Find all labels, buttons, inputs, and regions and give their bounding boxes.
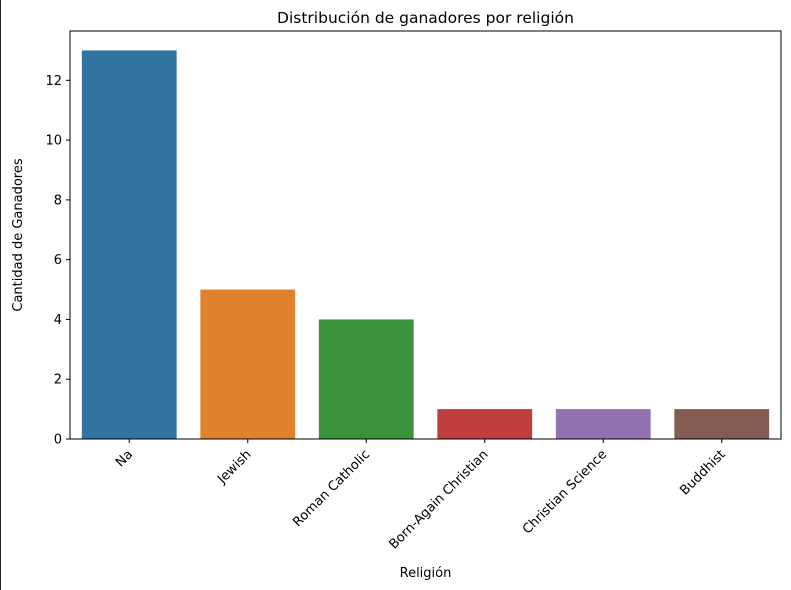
y-tick-label: 10	[45, 134, 62, 149]
bar-christian-science	[555, 409, 651, 439]
x-tick-label: Christian Science	[520, 447, 610, 537]
x-tick-label: Na	[113, 447, 136, 470]
y-tick-label: 4	[54, 313, 62, 328]
x-tick-label: Born-Again Christian	[386, 447, 491, 552]
window-left-edge	[0, 0, 1, 590]
y-tick-label: 12	[45, 74, 62, 89]
x-tick-label: Buddhist	[677, 447, 728, 498]
y-tick-label: 2	[54, 373, 62, 388]
bar-jewish	[200, 289, 296, 439]
bar-buddhist	[674, 409, 770, 439]
y-tick-label: 0	[54, 433, 62, 448]
y-axis: 0 2 4 6 8 10 12	[45, 74, 70, 448]
x-tick-label: Jewish	[214, 447, 254, 487]
x-axis: Na Jewish Roman Catholic Born-Again Christi…	[113, 439, 729, 552]
x-axis-label: Religión	[400, 566, 452, 581]
bar-na	[81, 50, 177, 440]
bar-born-again-christian	[437, 409, 533, 439]
y-tick-label: 6	[54, 253, 62, 268]
y-axis-label: Cantidad de Ganadores	[11, 158, 26, 311]
y-tick-label: 8	[54, 193, 62, 208]
bar-roman-catholic	[318, 319, 414, 439]
x-tick-label: Roman Catholic	[290, 447, 373, 530]
bars-group	[81, 50, 770, 440]
plot-frame	[69, 30, 782, 440]
chart-title: Distribución de ganadores por religión	[277, 9, 574, 27]
